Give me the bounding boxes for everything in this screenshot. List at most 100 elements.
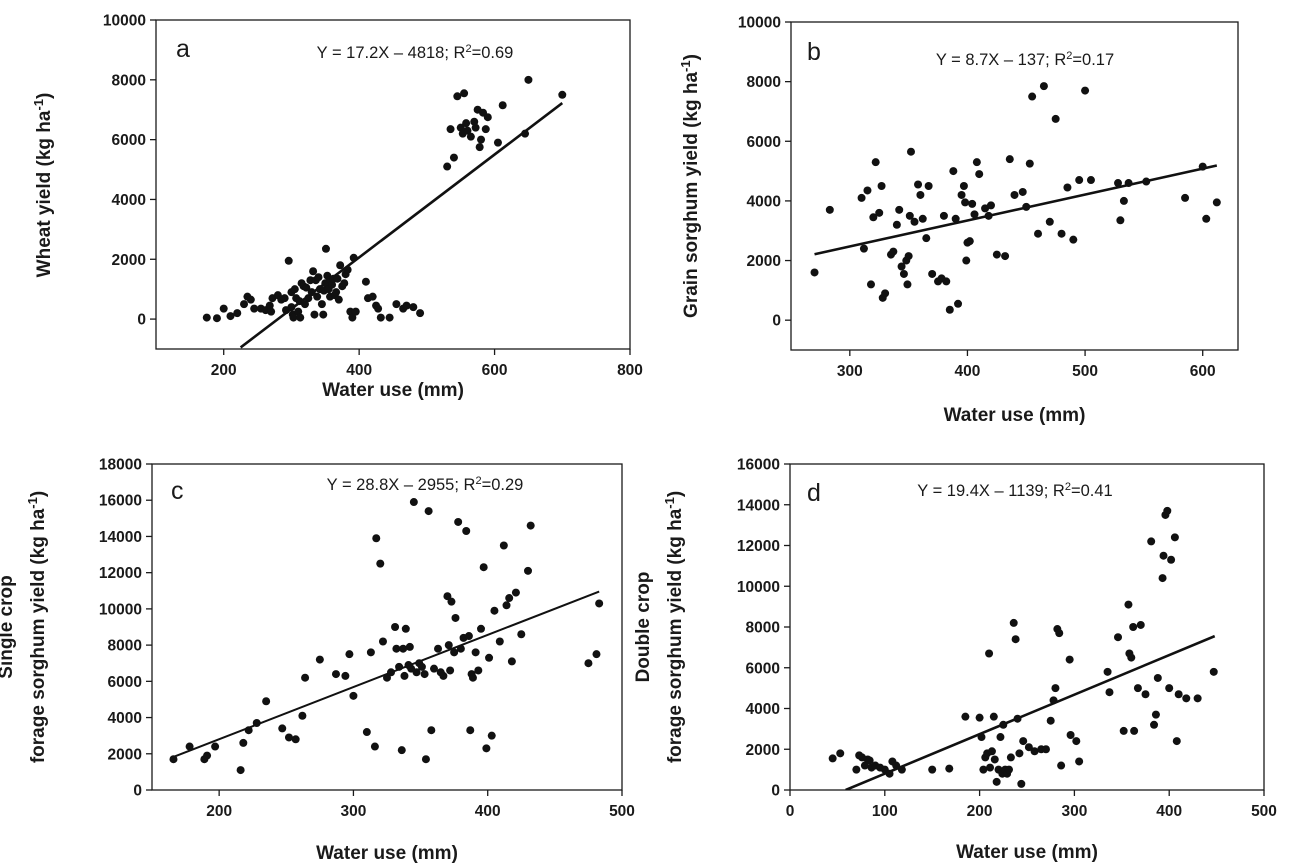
data-point (265, 301, 274, 310)
data-point (996, 733, 1005, 742)
x-tick-label: 300 (837, 363, 863, 380)
data-point (317, 300, 326, 309)
data-point (284, 256, 293, 265)
data-point (366, 648, 375, 657)
data-point (1209, 667, 1218, 676)
data-point (313, 292, 322, 301)
data-point (464, 632, 473, 641)
data-point (345, 650, 354, 659)
data-point (499, 541, 508, 550)
data-point (918, 214, 927, 223)
data-point (962, 256, 971, 265)
y-tick-label: 8000 (746, 620, 780, 637)
data-point (498, 101, 507, 110)
data-point (421, 755, 430, 764)
panel-a: 0 2000 4000 6000 8000 10000 200 400 600 800 Water … (31, 13, 643, 402)
plot-frame (790, 21, 1239, 351)
y-tick-label: 18000 (99, 457, 142, 474)
data-point (236, 766, 245, 775)
regression-line (845, 634, 1216, 790)
data-point (860, 761, 869, 770)
data-point (951, 214, 960, 223)
data-point (979, 765, 988, 774)
data-point (1075, 176, 1084, 185)
y-tick-label: 6000 (746, 660, 780, 677)
data-point (1172, 737, 1181, 746)
data-point (1150, 720, 1159, 729)
y-tick-label: 14000 (99, 529, 142, 546)
data-point (1103, 667, 1112, 676)
data-point (1066, 730, 1075, 739)
data-point (810, 268, 819, 277)
data-point (954, 299, 963, 308)
data-point (291, 735, 300, 744)
data-point (453, 92, 462, 101)
data-point (233, 309, 242, 318)
data-point (385, 313, 394, 322)
data-point (203, 751, 212, 760)
data-point (446, 125, 455, 134)
data-point (307, 288, 316, 297)
data-point (420, 670, 429, 679)
data-point (1069, 235, 1078, 244)
y-axis-label: Grain sorghum yield (kg ha-1) (678, 54, 702, 318)
data-point (852, 765, 861, 774)
regression-line (814, 164, 1218, 256)
y-tick-label: 16000 (99, 493, 142, 510)
data-point (300, 300, 309, 309)
x-tick-label: 400 (1156, 803, 1182, 820)
data-point (1133, 684, 1142, 693)
x-tick-label: 400 (955, 363, 981, 380)
data-point (1181, 193, 1190, 202)
x-axis-label: Water use (mm) (956, 842, 1098, 863)
data-point (972, 158, 981, 167)
data-point (309, 267, 318, 276)
data-point (1045, 217, 1054, 226)
data-point (584, 659, 593, 668)
data-point (447, 597, 456, 606)
data-point (349, 253, 358, 262)
data-point (278, 724, 287, 733)
y-tick-label: 6000 (108, 674, 142, 691)
data-point (1051, 684, 1060, 693)
data-point (462, 527, 471, 536)
data-point (945, 764, 954, 773)
data-point (961, 198, 970, 207)
data-point (495, 637, 504, 646)
data-point (395, 662, 404, 671)
data-point (1086, 176, 1095, 185)
data-point (485, 653, 494, 662)
data-point (1182, 694, 1191, 703)
data-point (949, 167, 958, 176)
y-tick-label: 2000 (112, 252, 146, 269)
x-tick-label: 500 (1251, 803, 1277, 820)
data-point (376, 313, 385, 322)
data-point (916, 190, 925, 199)
data-point (340, 279, 349, 288)
data-point (1114, 633, 1123, 642)
data-point (910, 217, 919, 226)
data-point (1174, 690, 1183, 699)
data-point (1024, 743, 1033, 752)
data-point (466, 726, 475, 735)
data-point (451, 613, 460, 622)
y-tick-label: 2000 (746, 742, 780, 759)
data-point (1119, 196, 1128, 205)
y-tick-label: 10000 (737, 579, 780, 596)
data-point (304, 294, 313, 303)
data-point (341, 671, 350, 680)
data-point (328, 280, 337, 289)
x-tick-label: 200 (206, 803, 232, 820)
data-point (942, 277, 951, 286)
data-point (332, 288, 341, 297)
data-point (343, 265, 352, 274)
data-point (336, 261, 345, 270)
data-point (1017, 779, 1026, 788)
y-tick-label: 4000 (746, 701, 780, 718)
data-point (409, 498, 418, 507)
data-point (1041, 745, 1050, 754)
x-tick-label: 800 (617, 362, 643, 379)
data-point (1028, 92, 1037, 101)
y-axis-label: Single crop forage sorghum yield (kg ha-1… (0, 491, 49, 763)
